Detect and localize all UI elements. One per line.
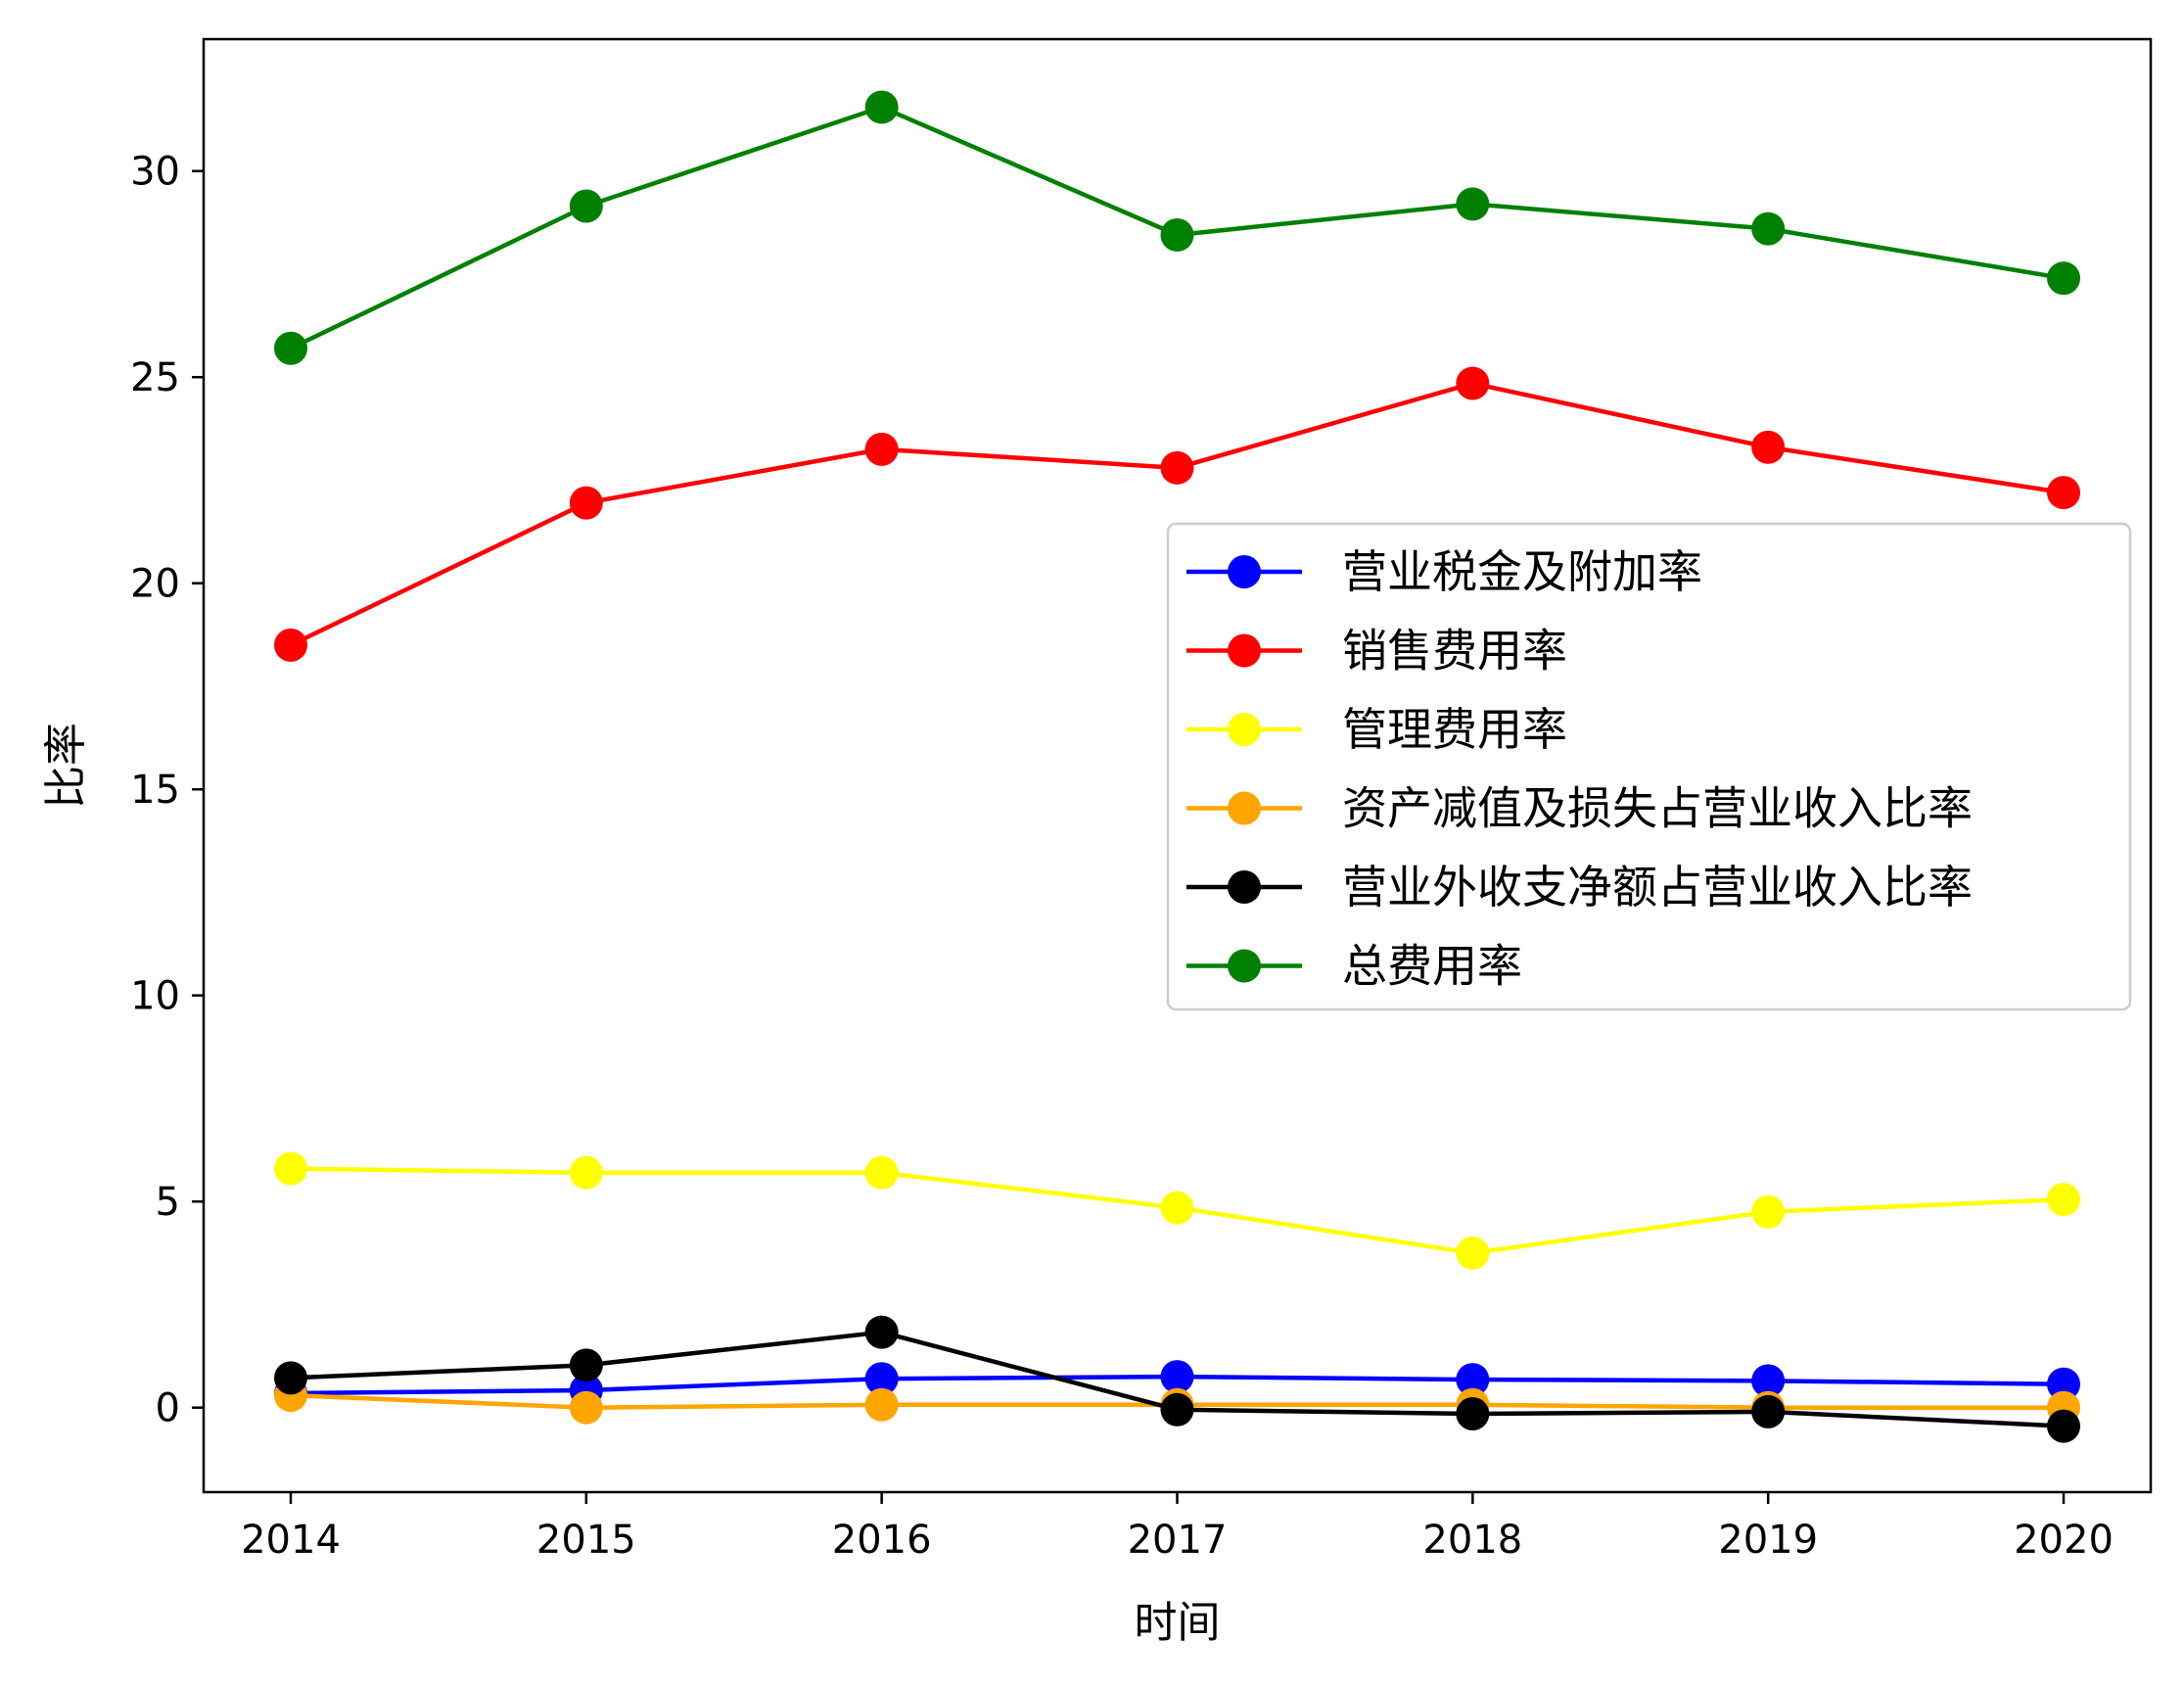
legend-label: 销售费用率: [1342, 625, 1567, 678]
x-tick-label: 2016: [832, 1518, 932, 1563]
data-point: [1751, 430, 1786, 464]
y-tick-label: 0: [156, 1386, 180, 1431]
data-point: [2047, 261, 2080, 296]
data-point: [1160, 1191, 1194, 1225]
x-tick-label: 2017: [1128, 1518, 1228, 1563]
data-point: [1160, 1392, 1194, 1427]
x-axis-label: 时间: [1135, 1598, 1221, 1648]
x-tick-label: 2020: [2014, 1518, 2114, 1563]
data-point: [1751, 1394, 1786, 1428]
data-point: [864, 1387, 899, 1422]
series-layer: [274, 90, 2080, 1443]
data-point: [1456, 1363, 1490, 1397]
data-point: [274, 1151, 307, 1186]
data-point: [1160, 1360, 1194, 1394]
data-point: [1160, 450, 1194, 485]
y-axis-label: 比率: [41, 723, 91, 809]
data-point: [569, 1390, 603, 1425]
y-tick-label: 5: [156, 1180, 180, 1225]
legend-label: 总费用率: [1342, 940, 1522, 993]
data-point: [1456, 187, 1490, 221]
x-tick-label: 2015: [536, 1518, 636, 1563]
axes-layer: 2014 2015 2016 2017 2018 2019 2020 0 5 10 15 20 25 30: [130, 37, 2153, 1563]
data-point: [569, 1348, 603, 1382]
y-tick-label: 25: [130, 355, 180, 400]
y-tick-label: 30: [130, 150, 180, 195]
data-point: [2047, 1409, 2080, 1443]
data-point: [1160, 217, 1194, 252]
data-point: [864, 1362, 899, 1396]
legend-label: 资产减值及损失占营业收入比率: [1342, 782, 1973, 835]
legend-swatch-marker: [1228, 870, 1261, 904]
legend-swatch-marker: [1228, 791, 1261, 825]
legend-swatch-marker: [1228, 633, 1261, 668]
x-tick-label: 2018: [1422, 1518, 1522, 1563]
data-point: [274, 628, 307, 662]
data-point: [2047, 1367, 2080, 1401]
legend-label: 营业税金及附加率: [1342, 545, 1702, 598]
data-point: [864, 90, 899, 124]
data-point: [864, 1315, 899, 1349]
y-tick-label: 15: [130, 768, 180, 813]
data-point: [569, 1155, 603, 1190]
data-point: [569, 189, 603, 223]
y-tick-label: 20: [130, 562, 180, 607]
data-point: [274, 331, 307, 365]
data-point: [2047, 1183, 2080, 1217]
data-point: [864, 432, 899, 466]
data-point: [2047, 476, 2080, 510]
data-point: [274, 1361, 307, 1395]
data-point: [864, 1155, 899, 1190]
data-point: [1456, 1397, 1490, 1431]
y-tick-label: 10: [130, 974, 180, 1019]
x-tick-label: 2014: [241, 1518, 341, 1563]
data-point: [569, 486, 603, 520]
data-point: [1751, 211, 1786, 246]
legend-swatch-marker: [1228, 949, 1261, 983]
data-point: [1456, 366, 1490, 400]
legend-swatch-marker: [1228, 713, 1261, 746]
legend-frame: [1166, 522, 2132, 1011]
data-point: [1751, 1364, 1786, 1398]
legend-label: 管理费用率: [1342, 703, 1567, 756]
x-tick-label: 2019: [1718, 1518, 1818, 1563]
data-point: [1751, 1194, 1786, 1229]
data-point: [1456, 1236, 1490, 1270]
legend: 营业税金及附加率销售费用率管理费用率资产减值及损失占营业收入比率营业外收支净额占…: [1166, 522, 2132, 1011]
legend-label: 营业外收支净额占营业收入比率: [1342, 861, 1973, 913]
legend-swatch-marker: [1228, 555, 1261, 588]
